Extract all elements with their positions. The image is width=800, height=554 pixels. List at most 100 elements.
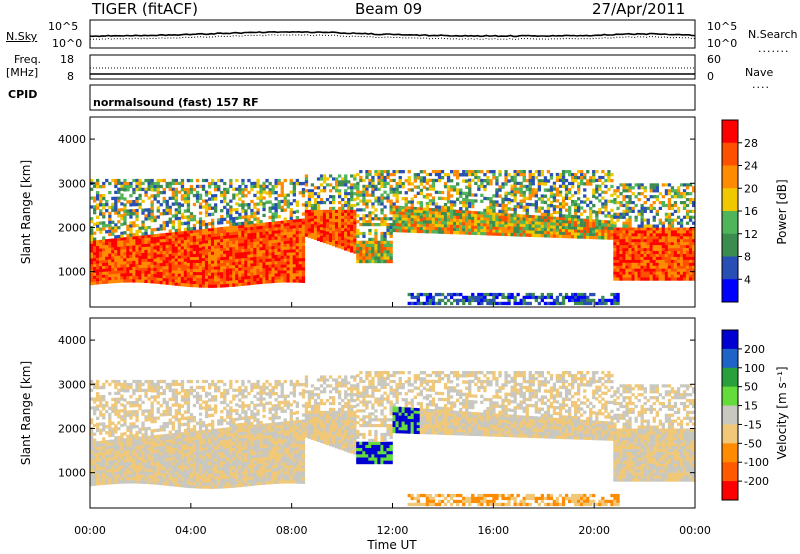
power-cell (555, 301, 560, 306)
power-cell (395, 223, 399, 227)
power-cell (159, 224, 163, 228)
velocity-cell (96, 482, 100, 486)
power-cell (135, 196, 139, 201)
power-cell (571, 185, 575, 189)
power-cell (180, 267, 185, 272)
power-cell (108, 217, 112, 222)
power-cell (450, 203, 454, 207)
power-cell (253, 205, 257, 209)
power-cell (322, 189, 327, 193)
power-cell (564, 196, 569, 200)
power-cell (129, 267, 133, 271)
power-cell (377, 202, 381, 206)
power-cell (389, 226, 393, 230)
power-cell (247, 272, 251, 277)
power-cell (332, 240, 336, 244)
power-cell (380, 243, 384, 248)
power-cell (474, 217, 478, 221)
power-cell (189, 187, 194, 192)
power-cell (589, 219, 593, 223)
power-cell (425, 193, 430, 197)
power-cell (480, 220, 484, 224)
power-cell (114, 184, 118, 189)
velocity-cell (135, 409, 139, 414)
power-cell (259, 244, 263, 248)
power-cell (652, 271, 656, 275)
power-cell (534, 218, 538, 222)
power-cell (362, 247, 366, 251)
power-cell (280, 244, 284, 248)
power-cell (271, 191, 275, 195)
power-cell (625, 271, 629, 275)
power-cell (201, 228, 206, 233)
power-cell (679, 239, 684, 243)
power-cell (622, 251, 626, 255)
power-cell (407, 182, 411, 186)
power-cell (592, 224, 596, 228)
power-cell (226, 250, 230, 254)
power-cell (322, 224, 327, 229)
power-cell (625, 245, 629, 249)
power-cell (498, 227, 502, 231)
power-cell (428, 172, 433, 177)
velocity-cell (96, 404, 100, 408)
velocity-cell (108, 391, 112, 396)
power-cell (174, 273, 178, 277)
power-cell (595, 187, 599, 191)
power-cell (108, 205, 112, 210)
power-cell (192, 244, 197, 249)
power-cell (96, 260, 100, 264)
power-cell (643, 209, 647, 213)
power-cell (592, 210, 596, 214)
power-cell (489, 206, 493, 210)
power-cell (171, 214, 175, 218)
power-cell (229, 280, 233, 284)
power-cell (159, 242, 163, 246)
power-cell (286, 202, 290, 206)
power-cell (256, 181, 260, 186)
power-cell (522, 227, 526, 231)
velocity-cell (132, 452, 136, 456)
velocity-cell (90, 483, 94, 487)
power-cell (211, 272, 215, 276)
power-cell (413, 229, 417, 233)
power-cell (537, 173, 541, 177)
power-cell (670, 221, 675, 225)
power-cell (96, 278, 100, 282)
power-cell (262, 243, 266, 248)
power-cell (601, 232, 605, 237)
power-cell (580, 295, 584, 300)
power-cell (292, 199, 296, 203)
power-cell (419, 215, 423, 219)
power-cell (619, 262, 623, 266)
power-cell (507, 191, 511, 196)
power-cell (174, 258, 178, 262)
power-cell (153, 240, 157, 244)
velocity-cell (93, 482, 97, 486)
power-cell (459, 216, 463, 220)
power-cell (144, 193, 148, 197)
power-cell (150, 206, 154, 210)
power-cell (341, 234, 345, 238)
power-cell (607, 229, 611, 234)
velocity-cell (99, 431, 103, 435)
power-cell (613, 251, 617, 255)
power-cell (183, 221, 188, 226)
power-cell (655, 230, 659, 234)
power-cell (171, 178, 175, 183)
power-cell (338, 206, 342, 210)
power-cell (198, 184, 203, 189)
power-cell (368, 181, 372, 185)
velocity-cell (129, 458, 133, 463)
velocity-cell (111, 451, 115, 455)
power-cell (368, 231, 372, 236)
power-cell (652, 254, 656, 258)
power-cell (552, 301, 557, 306)
power-cell (244, 276, 248, 280)
power-cell (595, 301, 599, 306)
power-cell (383, 170, 387, 174)
power-cell (489, 170, 493, 174)
power-cell (685, 239, 690, 243)
power-cell (241, 227, 245, 232)
power-cell (486, 179, 490, 183)
